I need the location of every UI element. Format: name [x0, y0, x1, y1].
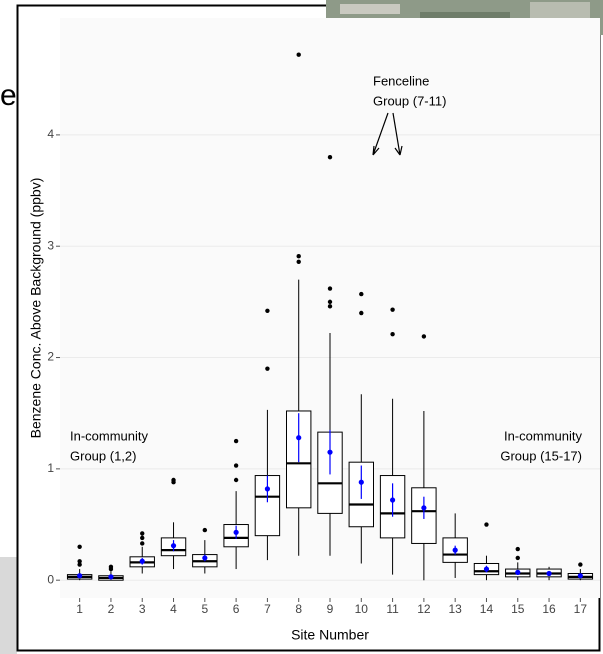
- outlier: [296, 254, 301, 259]
- y-tick-label: 4: [47, 127, 54, 141]
- outlier: [327, 154, 333, 160]
- outlier: [515, 546, 520, 552]
- arrows: [372, 112, 403, 156]
- annotation: In-community: [70, 428, 149, 443]
- x-tick-label: 13: [448, 602, 462, 616]
- annotation: Fenceline: [373, 73, 429, 88]
- annotation: Group (15-17): [500, 448, 582, 463]
- outlier: [171, 477, 176, 483]
- mean-point: [296, 435, 302, 441]
- outlier: [265, 366, 270, 371]
- outlier: [421, 334, 427, 339]
- y-tick-label: 1: [47, 461, 54, 475]
- y-tick-label: 0: [47, 572, 54, 586]
- outlier: [296, 52, 301, 57]
- x-tick-label: 1: [76, 602, 83, 616]
- outlier: [140, 541, 145, 546]
- outlier: [77, 544, 82, 549]
- fragment-text: e: [0, 79, 17, 112]
- x-tick-label: 17: [574, 602, 588, 616]
- x-tick-label: 2: [108, 602, 115, 616]
- background-panel: [0, 557, 17, 654]
- x-tick-label: 12: [417, 602, 431, 616]
- outlier: [233, 438, 239, 444]
- x-tick-label: 5: [201, 602, 208, 616]
- mean-point: [515, 569, 521, 575]
- outlier: [233, 477, 239, 483]
- outlier: [233, 463, 239, 468]
- outlier: [359, 291, 364, 297]
- annotation: Group (7-11): [373, 93, 446, 108]
- outlier: [108, 564, 114, 570]
- outlier: [327, 299, 333, 305]
- x-tick-label: 9: [327, 602, 334, 616]
- annotation: Group (1,2): [70, 448, 136, 463]
- x-tick-label: 7: [264, 602, 271, 616]
- outlier: [202, 527, 208, 533]
- x-tick-label: 16: [542, 602, 556, 616]
- mean-point: [77, 573, 83, 579]
- outlier: [77, 559, 82, 564]
- x-tick-label: 4: [170, 602, 177, 616]
- mean-point: [546, 570, 552, 577]
- x-tick-label: 15: [511, 602, 525, 616]
- mean-point: [170, 543, 177, 549]
- outlier: [327, 286, 333, 291]
- x-tick-label: 10: [355, 602, 369, 616]
- mean-point: [452, 547, 458, 553]
- mean-point: [202, 555, 208, 561]
- outlier: [515, 555, 520, 561]
- outlier: [327, 304, 333, 309]
- outlier: [578, 562, 583, 567]
- x-tick-label: 8: [295, 602, 302, 616]
- x-tick-label: 14: [480, 602, 494, 616]
- mean-point: [577, 573, 583, 579]
- mean-point: [483, 566, 490, 572]
- mean-point: [389, 497, 396, 503]
- mean-point: [233, 529, 239, 535]
- outlier: [390, 331, 395, 337]
- outlier: [77, 562, 82, 567]
- outlier: [484, 522, 489, 527]
- x-axis-label: Site Number: [291, 627, 369, 643]
- outlier: [265, 308, 270, 313]
- arrow: [392, 112, 403, 156]
- y-tick-label: 2: [47, 350, 54, 364]
- mean-point: [421, 505, 427, 511]
- marks: [66, 52, 594, 581]
- arrow: [372, 112, 389, 156]
- mean-point: [139, 558, 145, 564]
- outlier: [296, 259, 301, 265]
- y-axis-label: Benzene Conc. Above Background (ppbv): [28, 178, 44, 439]
- mean-point: [358, 479, 364, 485]
- outlier: [140, 531, 145, 536]
- outlier: [390, 307, 395, 312]
- y-tick-label: 3: [47, 238, 54, 252]
- mean-point: [108, 574, 114, 580]
- outlier: [359, 310, 364, 316]
- mean-point: [327, 449, 333, 455]
- image-detail: [340, 4, 400, 14]
- x-tick-label: 11: [386, 602, 399, 616]
- mean-point: [264, 486, 271, 492]
- x-tick-label: 6: [233, 602, 240, 616]
- annotation: In-community: [504, 428, 583, 443]
- outlier: [140, 535, 145, 541]
- x-tick-label: 3: [139, 602, 146, 616]
